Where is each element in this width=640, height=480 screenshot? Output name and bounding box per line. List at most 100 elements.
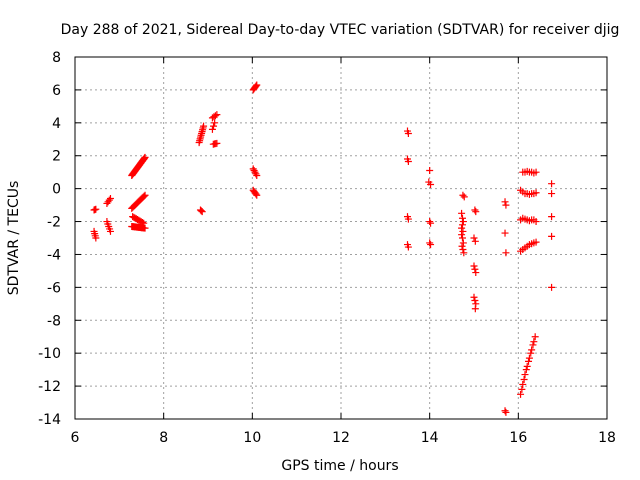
data-point	[210, 122, 218, 130]
data-point	[548, 232, 556, 240]
data-point	[548, 283, 556, 291]
data-point	[460, 193, 468, 201]
data-point	[106, 227, 114, 235]
data-point	[213, 111, 221, 119]
data-point	[501, 198, 509, 206]
data-point	[459, 227, 467, 235]
data-point	[92, 234, 100, 242]
y-tick-label: -6	[47, 280, 61, 296]
data-point	[459, 191, 467, 199]
data-point	[532, 238, 540, 246]
y-tick-label: 6	[52, 83, 61, 99]
data-point	[106, 195, 114, 203]
data-point	[404, 243, 412, 251]
data-point	[471, 206, 479, 214]
axis-ticks: 6 8 10 12 14 16 18 -14 -12 -10 -8 -6 -4 -2 0 2 4 6 8	[38, 50, 616, 446]
data-point	[458, 234, 466, 242]
data-point	[532, 218, 540, 226]
data-point	[105, 196, 113, 204]
data-point	[460, 249, 468, 257]
data-point	[426, 218, 434, 226]
data-point	[92, 205, 100, 213]
data-point	[200, 122, 208, 130]
data-point	[404, 130, 412, 138]
data-point	[252, 170, 260, 178]
data-point	[253, 191, 261, 199]
data-point	[141, 224, 149, 232]
chart-title: Day 288 of 2021, Sidereal Day-to-day VTE…	[61, 22, 620, 38]
data-point	[458, 224, 466, 232]
data-point	[458, 214, 466, 222]
data-point	[525, 357, 533, 365]
data-point	[426, 167, 434, 175]
data-point	[458, 242, 466, 250]
data-point	[211, 112, 219, 120]
data-point	[501, 407, 509, 415]
x-tick-label: 6	[71, 430, 80, 446]
data-point	[471, 237, 479, 245]
data-point	[471, 297, 479, 305]
data-point	[471, 265, 479, 273]
y-tick-label: -10	[38, 346, 61, 362]
data-point	[252, 190, 260, 198]
y-tick-label: 0	[52, 182, 61, 198]
x-tick-label: 18	[598, 430, 616, 446]
data-point	[404, 215, 412, 223]
data-point	[532, 168, 540, 176]
data-point	[528, 346, 536, 354]
data-point	[517, 390, 525, 398]
data-point	[470, 293, 478, 301]
data-point	[140, 192, 148, 200]
y-tick-label: -4	[47, 247, 61, 263]
data-point	[211, 119, 219, 127]
data-point	[521, 371, 529, 379]
data-point	[518, 385, 526, 393]
data-point	[459, 239, 467, 247]
data-point	[253, 81, 261, 89]
y-tick-label: -12	[38, 379, 61, 395]
data-point	[404, 157, 412, 165]
data-point	[470, 262, 478, 270]
data-point	[198, 208, 206, 216]
data-point	[458, 209, 466, 217]
x-tick-label: 14	[421, 430, 439, 446]
data-point	[458, 221, 466, 229]
data-point	[458, 231, 466, 239]
data-point	[502, 249, 510, 257]
y-tick-label: -14	[38, 412, 61, 428]
data-point	[548, 213, 556, 221]
data-point	[472, 208, 480, 216]
data-point	[529, 341, 537, 349]
data-point	[213, 139, 221, 147]
x-tick-label: 16	[509, 430, 527, 446]
data-point	[548, 190, 556, 198]
data-point	[527, 349, 535, 357]
data-point	[471, 305, 479, 313]
x-axis-label: GPS time / hours	[281, 458, 398, 474]
data-point	[523, 362, 531, 370]
data-point	[501, 229, 509, 237]
data-point	[519, 380, 527, 388]
data-point	[525, 354, 533, 362]
x-tick-label: 10	[243, 430, 261, 446]
data-point	[197, 207, 205, 215]
data-point	[470, 234, 478, 242]
data-point	[531, 333, 539, 341]
data-point	[208, 125, 216, 133]
data-points	[90, 81, 556, 416]
x-tick-label: 12	[332, 430, 350, 446]
data-point	[252, 82, 260, 90]
y-tick-label: 4	[52, 116, 61, 132]
data-point	[426, 239, 434, 247]
y-tick-label: -2	[47, 215, 61, 231]
data-point	[427, 219, 435, 227]
y-tick-label: 2	[52, 149, 61, 165]
y-tick-label: 8	[52, 50, 61, 66]
data-point	[459, 218, 467, 226]
data-point	[427, 241, 435, 249]
data-point	[472, 269, 480, 277]
data-point	[459, 246, 467, 254]
data-point	[532, 189, 540, 197]
data-point	[548, 180, 556, 188]
